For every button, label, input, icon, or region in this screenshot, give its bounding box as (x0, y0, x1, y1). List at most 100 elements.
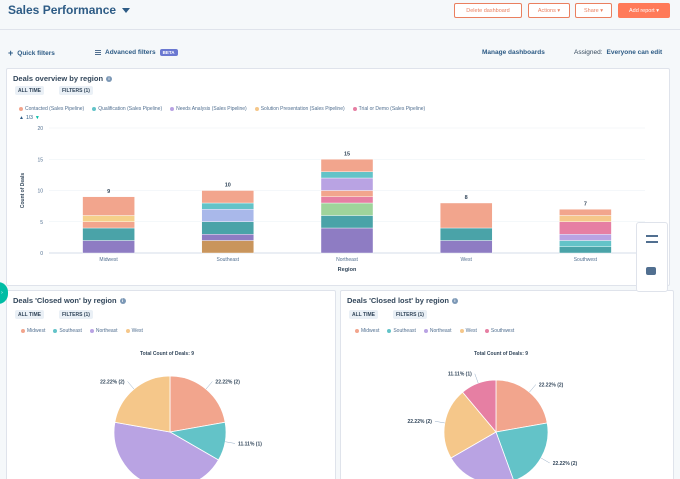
closed-lost-legend-item[interactable]: Midwest (355, 328, 379, 334)
help-tab[interactable]: › (0, 282, 8, 304)
bar-stack[interactable] (201, 190, 255, 254)
bar-segment[interactable] (559, 209, 612, 216)
bar-segment[interactable] (320, 227, 374, 254)
closed-won-legend-item[interactable]: Southeast (53, 328, 82, 334)
pie-label-leader (225, 441, 236, 444)
pie-slice[interactable] (450, 431, 514, 479)
filters-chip[interactable]: FILTERS (1) (59, 86, 93, 95)
bar-segment[interactable] (320, 177, 374, 191)
closed-lost-legend-item[interactable]: Northeast (423, 328, 452, 334)
overview-legend-item[interactable]: Solution Presentation (Sales Pipeline) (254, 106, 345, 112)
pie-slice[interactable] (443, 391, 497, 459)
closed-lost-legend-item[interactable]: West (459, 328, 477, 334)
filters-chip[interactable]: FILTERS (1) (393, 310, 427, 319)
bar-segment[interactable] (320, 190, 374, 197)
closed-lost-title: Deals 'Closed lost' by region i (347, 296, 458, 305)
legend-label: Southwest (490, 328, 515, 334)
pie-slice[interactable] (114, 375, 171, 433)
bar-stack[interactable] (440, 202, 493, 254)
all-time-chip[interactable]: ALL TIME (15, 310, 44, 319)
overview-legend-item[interactable]: Contacted (Sales Pipeline) (19, 106, 84, 112)
share-button[interactable]: Share ▾ (575, 3, 612, 18)
bar-segment[interactable] (201, 202, 255, 210)
bar-segment[interactable] (201, 190, 255, 204)
pie-slice-label: 22.22% (2) (553, 461, 578, 467)
closed-lost-pie-chart: 22.22% (2) 22.22% (2) 22.22% (2) 11.11% (1) (407, 372, 578, 479)
bar-segment[interactable] (82, 240, 135, 254)
pie-slice[interactable] (462, 379, 497, 434)
bar-segment[interactable] (559, 234, 612, 241)
legend-label: Trial or Demo (Sales Pipeline) (358, 106, 426, 112)
closed-lost-legend-item[interactable]: Southeast (387, 328, 416, 334)
all-time-chip[interactable]: ALL TIME (15, 86, 44, 95)
all-time-chip[interactable]: ALL TIME (349, 310, 378, 319)
overview-legend-item[interactable]: Trial or Demo (Sales Pipeline) (352, 106, 426, 112)
bar-stack[interactable] (82, 196, 135, 254)
bar-segment[interactable] (201, 209, 255, 222)
bar-segment[interactable] (201, 234, 255, 241)
bar-segment[interactable] (440, 227, 493, 241)
info-icon[interactable]: i (119, 297, 126, 304)
delete-dashboard-button[interactable]: Delete dashboard (454, 3, 522, 18)
bar-segment[interactable] (559, 246, 612, 254)
bar-segment[interactable] (82, 215, 135, 222)
chat-icon[interactable] (646, 267, 656, 275)
bar-segment[interactable] (440, 240, 493, 254)
info-icon[interactable]: i (106, 75, 113, 82)
dashboard-selector[interactable]: Sales Performance (8, 3, 131, 17)
quick-filters-button[interactable]: + Quick filters (8, 48, 55, 58)
legend-label: Needs Analysis (Sales Pipeline) (176, 106, 247, 112)
bar-segment[interactable] (82, 196, 135, 216)
bar-segment[interactable] (559, 240, 612, 247)
overview-title-text: Deals overview by region (13, 74, 104, 83)
advanced-filters-button[interactable]: Advanced filters BETA (95, 49, 178, 56)
closed-won-legend-item[interactable]: West (125, 328, 143, 334)
legend-swatch (21, 329, 25, 333)
bar-segment[interactable] (82, 227, 135, 241)
pie-label-leader (127, 381, 135, 390)
actions-button[interactable]: Actions ▾ (528, 3, 570, 18)
legend-pager[interactable]: ▲ 1/3 ▼ (19, 115, 40, 121)
bar-segment[interactable] (82, 221, 135, 229)
pie-slice[interactable] (169, 375, 226, 433)
pie-slice[interactable] (495, 422, 549, 479)
bar-segment[interactable] (320, 215, 374, 229)
overview-title: Deals overview by region i (13, 74, 113, 83)
bar-segment[interactable] (320, 171, 374, 179)
pager-down-icon[interactable]: ▼ (34, 115, 40, 121)
grid-icon[interactable] (646, 235, 658, 243)
closed-lost-legend-item[interactable]: Southwest (484, 328, 515, 334)
add-report-button[interactable]: Add report ▾ (618, 3, 670, 18)
quick-filters-label: Quick filters (17, 50, 55, 57)
x-tick-label: Southwest (574, 257, 598, 263)
assigned-value[interactable]: Everyone can edit (606, 49, 663, 56)
overview-legend-item[interactable]: Qualification (Sales Pipeline) (92, 106, 162, 112)
bar-segment[interactable] (201, 221, 255, 235)
overview-legend-item[interactable]: Needs Analysis (Sales Pipeline) (170, 106, 247, 112)
y-tick-label: 0 (40, 251, 43, 257)
y-tick-label: 10 (37, 189, 43, 195)
bar-segment[interactable] (559, 221, 612, 235)
pager-text: 1/3 (25, 115, 33, 121)
top-header: Sales Performance Delete dashboard Actio… (0, 0, 680, 30)
manage-dashboards-link[interactable]: Manage dashboards (482, 49, 545, 56)
bar-segment[interactable] (559, 215, 612, 222)
closed-won-legend-item[interactable]: Midwest (21, 328, 45, 334)
deals-overview-card: Deals overview by region i ALL TIME FILT… (6, 68, 670, 286)
bar-segment[interactable] (320, 196, 374, 204)
closed-lost-legend: Midwest Southeast Northeast West Southwest (355, 328, 514, 334)
bar-segment[interactable] (440, 202, 493, 229)
pie-slice[interactable] (113, 421, 220, 479)
bar-segment[interactable] (320, 202, 374, 216)
bar-segment[interactable] (201, 240, 255, 254)
filters-chip[interactable]: FILTERS (1) (59, 310, 93, 319)
closed-won-legend-item[interactable]: Northeast (89, 328, 118, 334)
pager-up-icon[interactable]: ▲ (19, 115, 24, 121)
bar-segment[interactable] (320, 159, 374, 172)
info-icon[interactable]: i (451, 297, 458, 304)
bar-stack[interactable] (559, 209, 612, 254)
plus-icon: + (8, 48, 14, 58)
pie-slice[interactable] (495, 379, 548, 433)
x-tick-label: West (461, 257, 473, 263)
bar-stack[interactable] (320, 159, 374, 254)
